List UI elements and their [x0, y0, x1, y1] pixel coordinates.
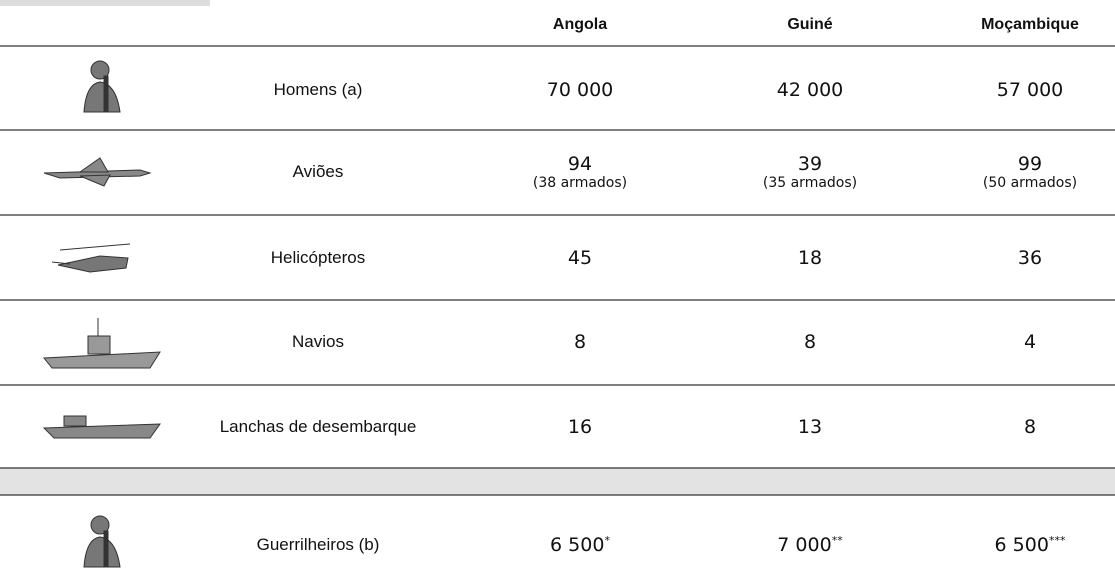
landing-craft-icon [44, 416, 160, 438]
row-label: Lanchas de desembarque [220, 417, 417, 437]
row-label: Guerrilheiros (b) [257, 535, 380, 555]
separator-band [0, 468, 1115, 495]
value: 45 [568, 247, 592, 269]
value-cell: 70 000 [547, 79, 613, 101]
value-cell: 42 000 [777, 79, 843, 101]
value: 8 [574, 331, 586, 353]
value: 4 [1024, 331, 1036, 353]
soldier-icon [84, 61, 120, 112]
value: 6 500 [550, 534, 604, 556]
value-cell: 8 [1024, 416, 1036, 438]
value: 36 [1018, 247, 1042, 269]
value-cell: 94(38 armados) [533, 153, 627, 191]
value-cell: 6 500*** [995, 534, 1066, 556]
footnote-mark: ** [832, 534, 843, 547]
footnote-mark: *** [1049, 534, 1066, 547]
value-cell: 57 000 [997, 79, 1063, 101]
plane-icon [44, 158, 150, 186]
column-header: Angola [553, 16, 607, 34]
value-cell: 8 [804, 331, 816, 353]
footnote-mark: * [604, 534, 610, 547]
value: 57 000 [997, 79, 1063, 101]
value: 13 [798, 416, 822, 438]
value-cell: 4 [1024, 331, 1036, 353]
value-cell: 6 500* [550, 534, 610, 556]
value: 39 [798, 153, 822, 175]
value: 8 [1024, 416, 1036, 438]
value-cell: 45 [568, 247, 592, 269]
value-cell: 99(50 armados) [983, 153, 1077, 191]
value-note: (38 armados) [533, 175, 627, 191]
row-lines [0, 46, 1115, 495]
row-label: Helicópteros [271, 248, 366, 268]
helicopter-icon [52, 244, 130, 272]
value-note: (35 armados) [763, 175, 857, 191]
value: 18 [798, 247, 822, 269]
value-cell: 36 [1018, 247, 1042, 269]
value-cell: 8 [574, 331, 586, 353]
value: 7 000 [777, 534, 831, 556]
ship-icon [44, 318, 160, 368]
value: 70 000 [547, 79, 613, 101]
table-page: Angola Guiné Moçambique Homens (a) 70 000 42 … [0, 0, 1115, 581]
value: 42 000 [777, 79, 843, 101]
value: 99 [1018, 153, 1042, 175]
column-header: Guiné [787, 16, 832, 34]
row-label: Navios [292, 332, 344, 352]
value-cell: 7 000** [777, 534, 842, 556]
value-note: (50 armados) [983, 175, 1077, 191]
guerrilla-icon [84, 516, 120, 567]
row-label: Aviões [293, 162, 344, 182]
row-label: Homens (a) [274, 80, 363, 100]
value: 8 [804, 331, 816, 353]
value-cell: 16 [568, 416, 592, 438]
header-band [0, 0, 210, 6]
value-cell: 13 [798, 416, 822, 438]
value: 16 [568, 416, 592, 438]
value-cell: 18 [798, 247, 822, 269]
column-header: Moçambique [981, 16, 1079, 34]
value-cell: 39(35 armados) [763, 153, 857, 191]
value: 6 500 [995, 534, 1049, 556]
value: 94 [568, 153, 592, 175]
